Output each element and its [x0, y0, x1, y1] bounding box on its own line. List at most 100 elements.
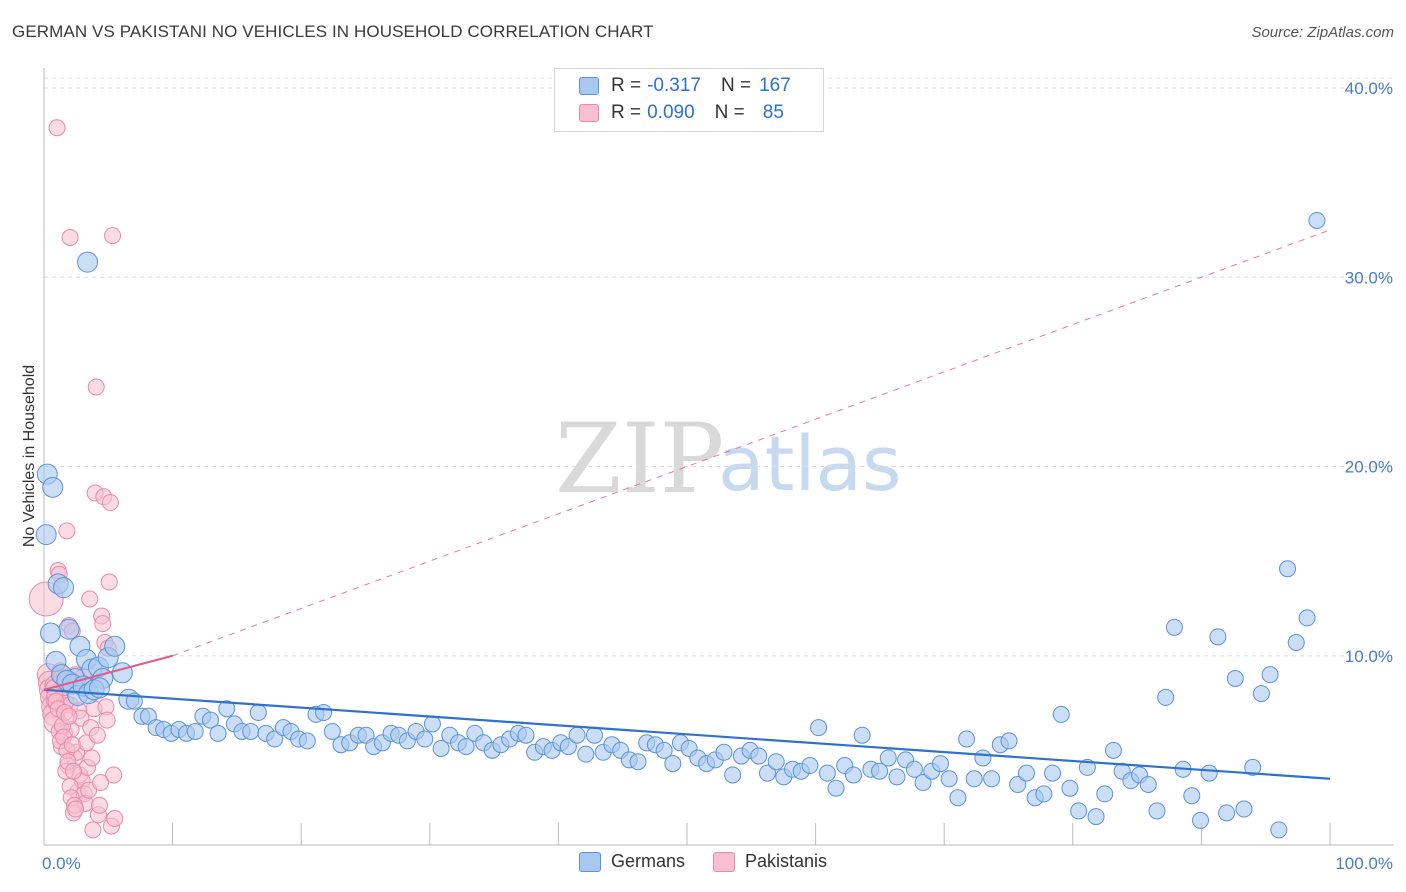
german-point: [853, 726, 871, 744]
german-point: [1308, 211, 1326, 229]
german-point: [715, 743, 733, 761]
german-point: [249, 704, 267, 722]
german-point: [568, 726, 586, 744]
legend-swatch-germans: [579, 77, 599, 95]
german-point: [1287, 634, 1305, 652]
y-tick-labels: 10.0% 20.0% 30.0% 40.0%: [1345, 79, 1393, 666]
series-swatch-germans: [578, 851, 601, 872]
german-point: [958, 730, 976, 748]
y-axis-label: No Vehicles in Household: [21, 365, 38, 547]
legend-swatch-pakistanis: [579, 104, 599, 122]
series-swatch-pakistanis: [712, 851, 735, 872]
german-point: [586, 726, 604, 744]
watermark-zip: ZIP: [555, 403, 724, 515]
legend-r-value: 0.090: [647, 102, 695, 123]
pakistani-point: [87, 378, 105, 396]
german-trend-line: [43, 688, 1331, 780]
german-point: [931, 755, 949, 773]
series-label-germans: Germans: [610, 851, 685, 871]
pakistani-point: [105, 766, 123, 784]
german-point: [58, 618, 80, 640]
german-point: [209, 724, 227, 742]
pakistani-point: [104, 227, 122, 245]
german-point: [1009, 775, 1027, 793]
german-point: [1017, 764, 1035, 782]
german-point: [1252, 685, 1270, 703]
german-point: [818, 764, 836, 782]
german-point: [1279, 560, 1297, 578]
series-label-pakistanis: Pakistanis: [744, 851, 828, 871]
pakistani-point: [90, 796, 108, 814]
pakistani-point: [64, 762, 82, 780]
series-legend-pakistanis: Pakistanis: [712, 851, 828, 872]
german-point: [879, 749, 897, 767]
x-tick-label: 0.0%: [42, 854, 81, 873]
german-point: [577, 745, 595, 763]
german-point: [266, 730, 284, 748]
german-point: [432, 739, 450, 757]
german-point: [1183, 787, 1201, 805]
german-point: [1261, 666, 1279, 684]
pakistani-point: [61, 229, 79, 247]
german-point: [1191, 811, 1209, 829]
german-point: [1148, 802, 1166, 820]
pakistani-point: [80, 781, 98, 799]
german-point: [940, 770, 958, 788]
pakistani-point: [88, 726, 106, 744]
german-point: [242, 722, 260, 740]
axes: [43, 68, 1394, 846]
x-tick-labels: 0.0% 100.0%: [42, 854, 1393, 873]
german-point: [77, 251, 99, 273]
german-point: [758, 764, 776, 782]
legend: R = -0.317 N = 167 R = 0.090 N = 85: [554, 68, 824, 132]
german-point: [1270, 821, 1288, 839]
german-point: [201, 711, 219, 729]
german-point: [35, 524, 57, 546]
watermark-atlas: atlas: [718, 419, 902, 508]
german-point: [983, 770, 1001, 788]
pakistani-point: [84, 821, 102, 839]
german-point: [844, 766, 862, 784]
german-point: [1035, 785, 1053, 803]
pakistani-point: [60, 707, 78, 725]
legend-row-germans: R = -0.317 N = 167: [579, 73, 791, 99]
german-point: [1044, 764, 1062, 782]
german-point: [416, 730, 434, 748]
german-point: [655, 741, 673, 759]
german-point: [1070, 802, 1088, 820]
german-point: [827, 779, 845, 797]
german-point: [1235, 800, 1253, 818]
pakistani-point: [63, 736, 81, 754]
german-point: [801, 757, 819, 775]
german-point: [1244, 758, 1262, 776]
german-point: [104, 635, 126, 657]
legend-r-value: -0.317: [647, 75, 701, 96]
trend-lines: [43, 229, 1331, 780]
german-point: [1078, 758, 1096, 776]
german-point: [1157, 688, 1175, 706]
pakistani-point: [100, 573, 118, 591]
legend-row-pakistanis: R = 0.090 N = 85: [579, 100, 784, 126]
german-point: [1200, 764, 1218, 782]
german-point: [218, 700, 236, 718]
german-point: [767, 753, 785, 771]
pakistani-point: [94, 615, 112, 633]
pakistani-point: [106, 810, 124, 828]
legend-n-label: N =: [714, 102, 745, 123]
watermark: ZIP atlas: [555, 403, 902, 515]
german-point: [1104, 741, 1122, 759]
pakistani-point: [48, 119, 66, 137]
pakistani-point: [92, 774, 110, 792]
german-point: [517, 726, 535, 744]
german-point: [423, 715, 441, 733]
german-point: [871, 762, 889, 780]
german-point: [914, 774, 932, 792]
pakistani-point: [58, 522, 76, 540]
legend-r-label: R =: [611, 75, 642, 96]
german-point: [323, 722, 341, 740]
german-point: [1052, 705, 1070, 723]
german-point: [888, 768, 906, 786]
german-point: [298, 732, 316, 750]
german-point: [1218, 804, 1236, 822]
